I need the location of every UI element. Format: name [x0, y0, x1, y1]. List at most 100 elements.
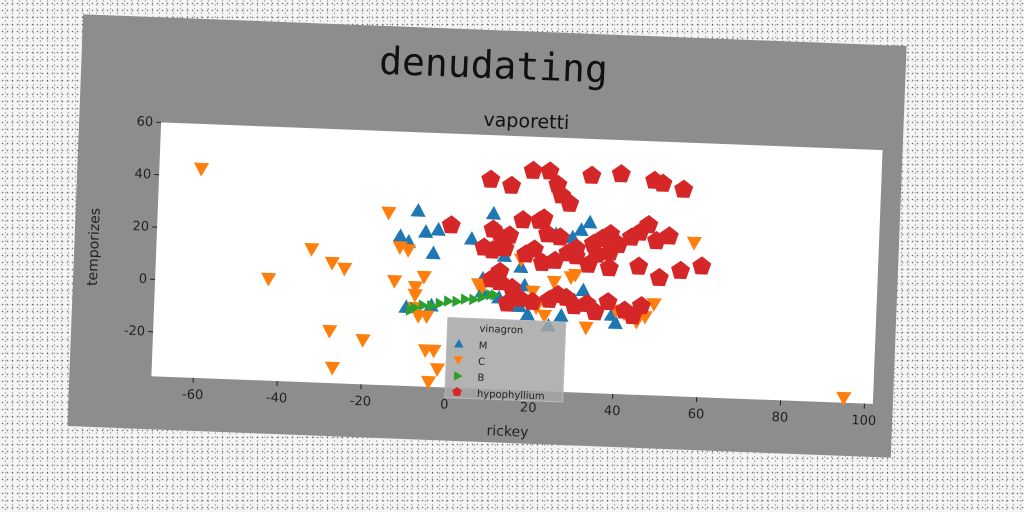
point-c: [420, 375, 437, 390]
legend-marker: [453, 356, 464, 365]
point-hypophyllium: [674, 179, 694, 198]
point-hypophyllium: [649, 267, 669, 287]
point-m: [392, 228, 408, 243]
point-c: [304, 242, 320, 257]
point-b: [435, 297, 446, 309]
point-b: [443, 295, 455, 307]
point-hypophyllium: [550, 227, 570, 246]
point-c: [337, 262, 353, 277]
point-c: [578, 321, 594, 336]
point-hypophyllium: [653, 173, 673, 192]
point-m: [430, 222, 446, 236]
point-hypophyllium: [566, 246, 586, 265]
point-hypophyllium: [560, 193, 580, 212]
point-b: [469, 293, 480, 306]
y-tick-label: 60: [136, 114, 153, 130]
legend-marker: [452, 386, 462, 397]
point-m: [519, 306, 535, 321]
point-c: [426, 344, 442, 359]
legend-title: vinagron: [479, 324, 523, 337]
legend-marker: [453, 371, 463, 381]
point-m: [573, 222, 589, 237]
point-hypophyllium: [490, 261, 510, 281]
x-tick-label: 0: [440, 397, 449, 412]
point-b: [426, 299, 438, 312]
y-tick-label: 40: [134, 167, 151, 183]
point-hypophyllium: [540, 161, 560, 180]
point-c: [416, 270, 432, 285]
point-m: [553, 308, 569, 322]
point-hypophyllium: [481, 169, 501, 188]
point-m: [485, 205, 502, 220]
point-hypophyllium: [601, 224, 621, 243]
point-b: [418, 299, 429, 311]
chart-figure: denudating vaporetti -60 -40 -20 0 20 40 60 80 1…: [67, 14, 907, 458]
point-hypophyllium: [495, 238, 515, 257]
point-c: [355, 333, 371, 348]
point-c: [836, 391, 852, 406]
scatter-chart: denudating vaporetti -60 -40 -20 0 20 40 60 80 1…: [85, 39, 883, 441]
chart-subtitle: vaporetti: [483, 109, 570, 134]
point-hypophyllium: [671, 260, 691, 280]
point-c: [407, 280, 424, 295]
point-c: [568, 268, 584, 283]
y-tick-label: 0: [139, 272, 148, 287]
point-b: [460, 293, 472, 305]
point-hypophyllium: [441, 215, 461, 234]
x-tick-label: -60: [182, 387, 204, 403]
point-c: [400, 243, 417, 258]
point-hypophyllium: [524, 239, 544, 258]
point-hypophyllium: [692, 256, 712, 275]
point-c: [546, 275, 562, 290]
legend-label: M: [479, 341, 488, 352]
point-hypophyllium: [631, 295, 651, 315]
x-tick-label: -40: [266, 391, 288, 407]
point-c: [407, 288, 423, 303]
point-hypophyllium: [534, 208, 554, 227]
data-marks: [194, 160, 852, 406]
legend-label: C: [478, 357, 485, 368]
legend-marker: [454, 339, 464, 348]
point-m: [410, 202, 426, 217]
point-hypophyllium: [611, 164, 631, 183]
plot-area: [151, 122, 883, 404]
point-c: [324, 361, 341, 376]
x-tick-label: -20: [350, 394, 372, 410]
point-c: [261, 272, 277, 287]
point-hypophyllium: [502, 175, 522, 194]
y-axis-label: temporizes: [85, 208, 104, 287]
point-c: [686, 236, 703, 251]
point-m: [607, 315, 623, 330]
y-axis: -20 0 20 40 60: [124, 114, 162, 339]
point-c: [381, 206, 397, 221]
x-axis-label: rickey: [486, 423, 528, 441]
y-tick-label: -20: [124, 324, 146, 340]
x-tick-label: 100: [851, 413, 876, 429]
point-hypophyllium: [585, 302, 605, 321]
point-c: [387, 274, 403, 289]
point-hypophyllium: [513, 210, 533, 229]
point-c: [322, 324, 338, 339]
point-b: [477, 291, 489, 303]
point-c: [646, 297, 662, 312]
point-hypophyllium: [599, 258, 619, 277]
point-c: [537, 309, 553, 324]
legend-label: hypophyllium: [477, 389, 545, 403]
x-tick-label: 60: [687, 407, 704, 423]
x-tick-label: 40: [604, 404, 621, 420]
point-c: [324, 256, 340, 271]
legend-label: B: [477, 373, 484, 384]
x-tick-label: 80: [771, 410, 788, 426]
point-c: [194, 162, 210, 177]
point-m: [603, 307, 619, 322]
x-tick-label: 20: [520, 400, 537, 416]
y-tick-label: 20: [132, 219, 149, 235]
point-hypophyllium: [598, 292, 618, 311]
point-b: [452, 295, 463, 308]
point-m: [417, 224, 434, 239]
point-hypophyllium: [639, 215, 659, 234]
point-hypophyllium: [510, 288, 530, 307]
point-m: [463, 231, 480, 246]
point-c: [419, 310, 435, 325]
